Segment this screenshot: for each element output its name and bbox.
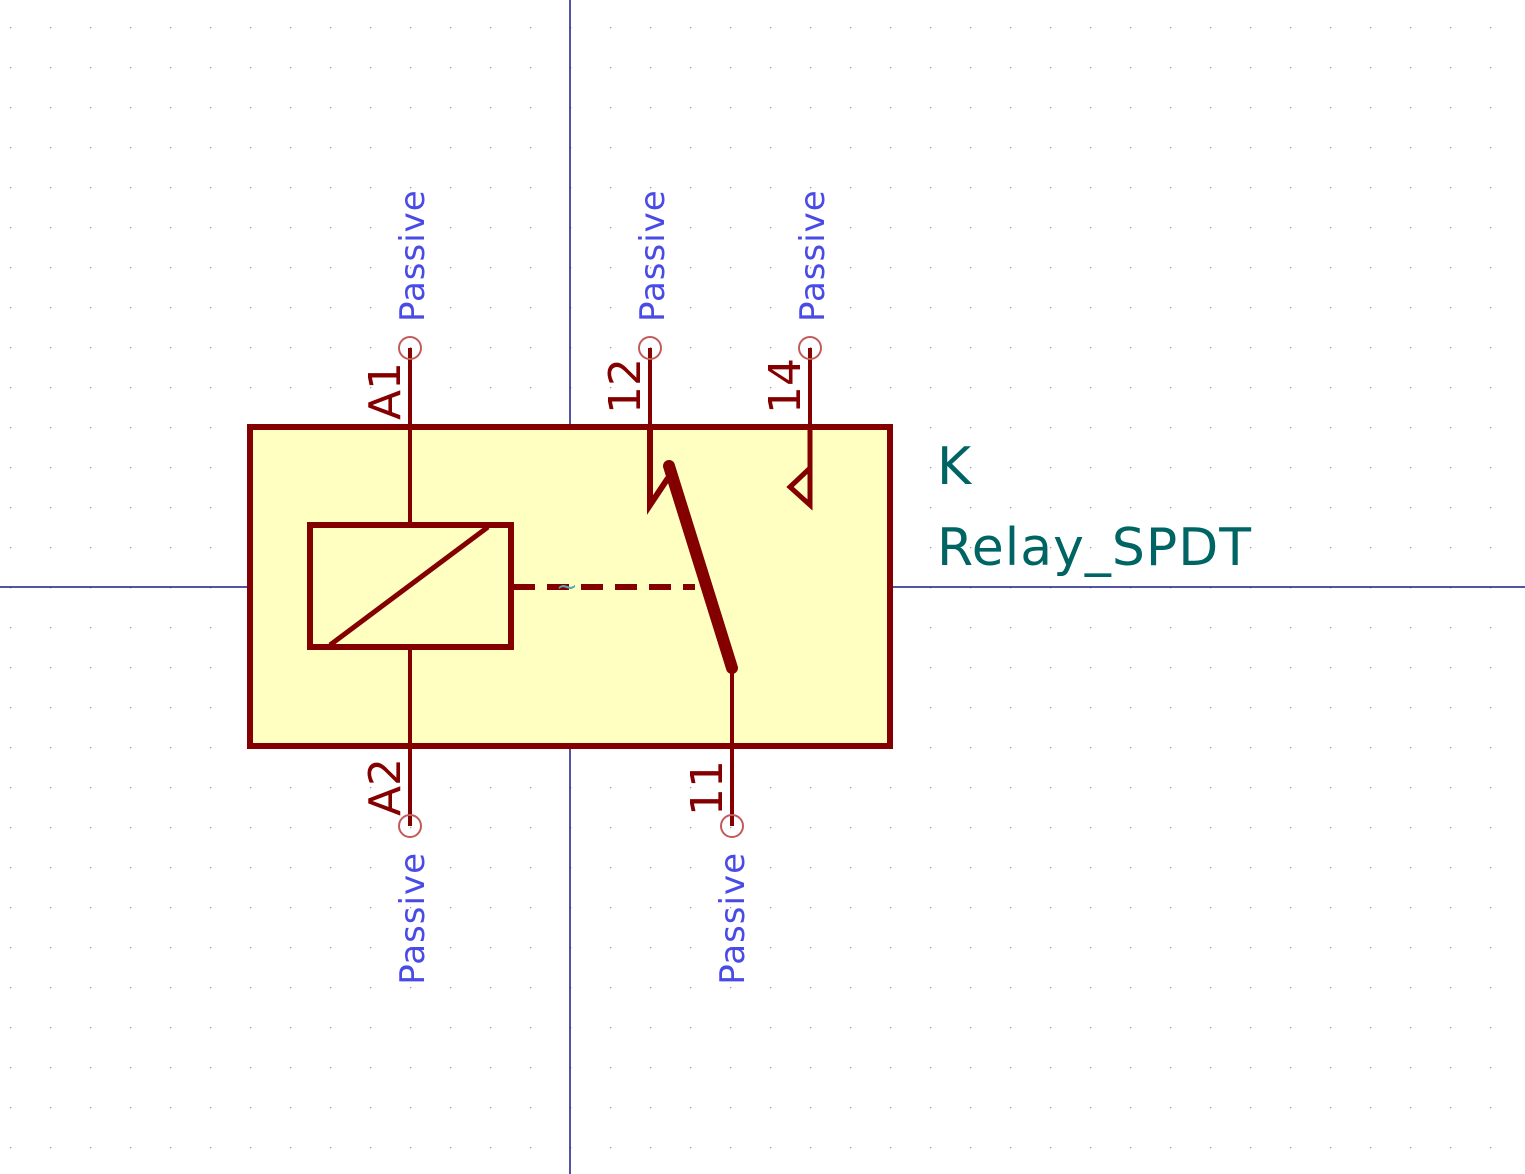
switch-arm <box>663 460 738 674</box>
pin-a2-type: Passive <box>393 852 433 985</box>
pin-14-type: Passive <box>793 189 833 322</box>
pin-11-number: 11 <box>682 760 733 816</box>
pin-a1-end[interactable] <box>398 336 422 360</box>
pin-14-number: 14 <box>760 358 811 414</box>
link-marker-icon: ~ <box>556 572 578 602</box>
pin-11-type: Passive <box>713 852 753 985</box>
pin-a2-end[interactable] <box>398 814 422 838</box>
value-field[interactable]: Relay_SPDT <box>937 518 1252 578</box>
pin-12-type: Passive <box>633 189 673 322</box>
coil-diagonal <box>328 524 490 648</box>
no-contact-arrow <box>786 428 813 511</box>
pin-a1-number: A1 <box>360 362 411 420</box>
pin-12-end[interactable] <box>638 336 662 360</box>
pin-12-number: 12 <box>600 358 651 414</box>
nc-contact-hook <box>647 428 671 515</box>
pin-a2-number: A2 <box>360 758 411 816</box>
relay-symbol[interactable]: ~ A1 A2 12 11 14 Passive Passive Passive… <box>247 189 1252 985</box>
reference-field[interactable]: K <box>937 437 973 497</box>
pin-11-end[interactable] <box>720 814 744 838</box>
pin-14-end[interactable] <box>798 336 822 360</box>
symbol-body[interactable] <box>247 424 893 749</box>
pin-a1-type: Passive <box>393 189 433 322</box>
